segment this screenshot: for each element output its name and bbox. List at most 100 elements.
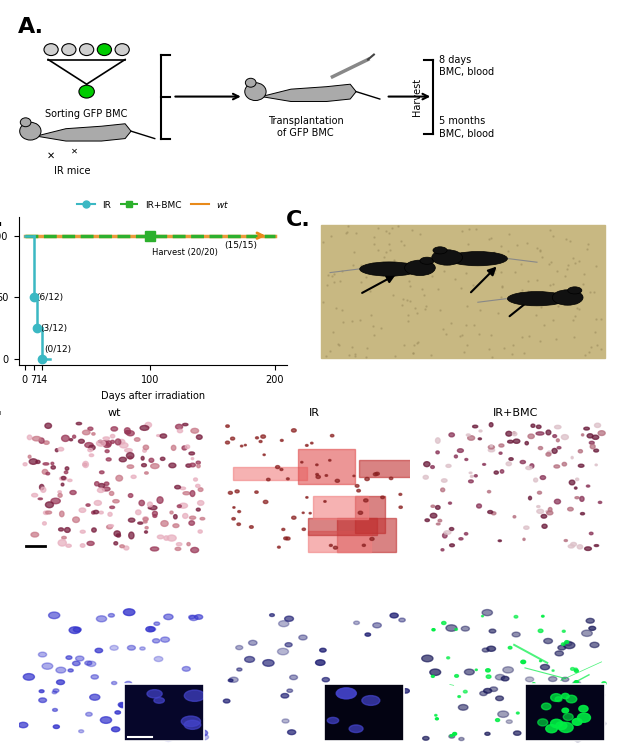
Point xyxy=(439,265,449,277)
Ellipse shape xyxy=(29,459,38,464)
Ellipse shape xyxy=(112,681,117,685)
Ellipse shape xyxy=(62,536,66,539)
Point xyxy=(544,297,554,309)
Ellipse shape xyxy=(299,635,307,640)
Ellipse shape xyxy=(114,541,118,545)
Ellipse shape xyxy=(148,507,151,509)
Ellipse shape xyxy=(196,435,202,439)
Point xyxy=(590,326,600,338)
Point xyxy=(327,270,337,282)
Ellipse shape xyxy=(592,435,598,439)
Ellipse shape xyxy=(119,457,126,462)
Point xyxy=(523,290,533,302)
Ellipse shape xyxy=(529,699,534,701)
Point xyxy=(532,243,542,255)
Point xyxy=(415,228,425,240)
Point xyxy=(356,259,366,271)
Circle shape xyxy=(245,83,266,101)
Ellipse shape xyxy=(449,252,507,266)
Ellipse shape xyxy=(31,532,39,537)
Ellipse shape xyxy=(284,537,288,540)
Ellipse shape xyxy=(249,526,253,529)
Ellipse shape xyxy=(276,466,280,469)
Point xyxy=(589,286,599,298)
Ellipse shape xyxy=(333,546,337,549)
Ellipse shape xyxy=(36,460,40,463)
Ellipse shape xyxy=(449,502,452,504)
Ellipse shape xyxy=(110,506,115,508)
Ellipse shape xyxy=(306,496,308,498)
Ellipse shape xyxy=(569,480,575,485)
Ellipse shape xyxy=(281,693,289,698)
Point xyxy=(373,222,383,234)
Legend: IR, IR+BMC, $\it{wt}$: IR, IR+BMC, $\it{wt}$ xyxy=(73,195,233,213)
Text: Sorting GFP BMC: Sorting GFP BMC xyxy=(46,109,128,119)
Point xyxy=(510,266,520,278)
Ellipse shape xyxy=(89,694,100,700)
Ellipse shape xyxy=(176,424,183,429)
Ellipse shape xyxy=(154,695,159,698)
Point xyxy=(507,348,517,360)
Ellipse shape xyxy=(526,466,532,469)
Ellipse shape xyxy=(182,446,187,450)
Ellipse shape xyxy=(479,430,482,432)
Point xyxy=(548,315,558,327)
Ellipse shape xyxy=(106,441,112,446)
Ellipse shape xyxy=(575,496,579,499)
Ellipse shape xyxy=(107,525,112,529)
Ellipse shape xyxy=(152,511,157,516)
Text: A.: A. xyxy=(18,17,44,38)
Point xyxy=(407,264,416,276)
Ellipse shape xyxy=(51,498,60,504)
Ellipse shape xyxy=(446,464,451,467)
Ellipse shape xyxy=(83,463,87,466)
Ellipse shape xyxy=(316,473,318,475)
Ellipse shape xyxy=(164,614,173,620)
Ellipse shape xyxy=(113,499,119,503)
Ellipse shape xyxy=(118,439,125,444)
Circle shape xyxy=(115,44,130,56)
Ellipse shape xyxy=(43,511,48,514)
Point xyxy=(397,299,407,311)
Ellipse shape xyxy=(189,615,195,619)
Ellipse shape xyxy=(102,487,110,491)
Ellipse shape xyxy=(538,710,541,713)
Point xyxy=(495,266,505,278)
Ellipse shape xyxy=(127,465,134,469)
Ellipse shape xyxy=(446,625,457,632)
Ellipse shape xyxy=(546,430,551,435)
Point xyxy=(399,239,409,251)
Ellipse shape xyxy=(99,511,103,514)
Ellipse shape xyxy=(513,516,516,518)
Ellipse shape xyxy=(228,679,233,682)
Point xyxy=(484,233,494,245)
Ellipse shape xyxy=(481,616,484,617)
Ellipse shape xyxy=(423,737,429,740)
Ellipse shape xyxy=(85,442,93,448)
Ellipse shape xyxy=(261,435,265,439)
Ellipse shape xyxy=(520,460,526,463)
Point xyxy=(390,350,400,362)
Ellipse shape xyxy=(373,473,378,475)
Point xyxy=(512,240,522,252)
Ellipse shape xyxy=(302,512,304,514)
Point xyxy=(459,346,469,358)
Ellipse shape xyxy=(110,440,115,443)
Ellipse shape xyxy=(197,730,207,736)
Ellipse shape xyxy=(42,663,53,669)
Ellipse shape xyxy=(432,629,435,631)
Ellipse shape xyxy=(200,517,205,520)
Ellipse shape xyxy=(111,427,118,431)
Point xyxy=(484,342,494,354)
Ellipse shape xyxy=(199,718,204,720)
Point xyxy=(385,267,395,279)
Ellipse shape xyxy=(191,547,199,553)
Ellipse shape xyxy=(83,430,90,435)
Ellipse shape xyxy=(571,542,576,546)
Ellipse shape xyxy=(151,463,159,469)
Ellipse shape xyxy=(509,457,513,460)
Point xyxy=(461,319,471,331)
Ellipse shape xyxy=(441,549,444,551)
Ellipse shape xyxy=(154,622,160,626)
Ellipse shape xyxy=(358,511,363,514)
